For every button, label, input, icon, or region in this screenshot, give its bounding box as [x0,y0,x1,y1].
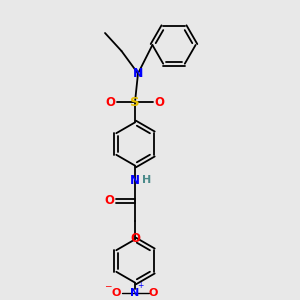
Text: O: O [154,95,165,109]
Text: O: O [112,287,121,298]
Text: O: O [148,287,158,298]
Text: H: H [142,175,151,185]
Text: O: O [130,232,140,245]
Text: N: N [133,67,143,80]
Text: N: N [129,173,140,187]
Text: +: + [137,281,143,290]
Text: O: O [105,95,116,109]
Text: −: − [104,281,112,290]
Text: O: O [104,194,115,208]
Text: S: S [130,95,140,109]
Text: N: N [130,287,140,298]
